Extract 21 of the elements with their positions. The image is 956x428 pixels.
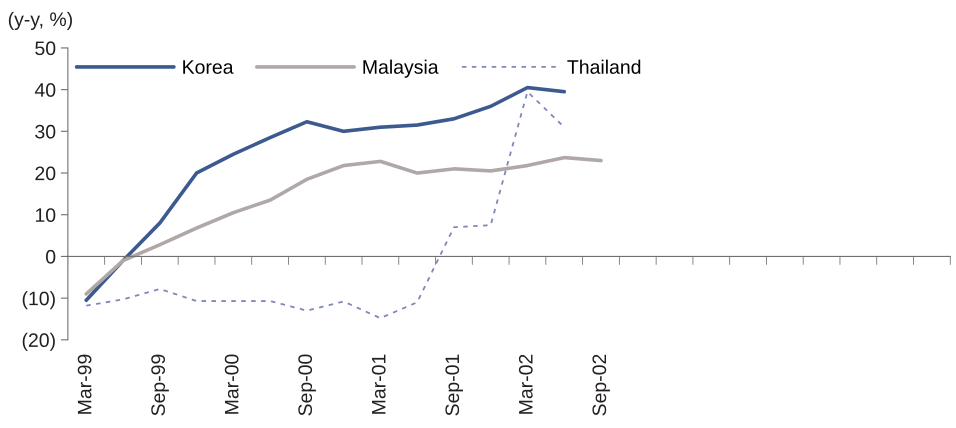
legend-label: Korea (183, 60, 234, 74)
line-series (84, 156, 603, 296)
x-tick-label: Sep-02 (592, 354, 610, 416)
legend-label: Malaysia (363, 60, 439, 78)
y-tick-label: 30 (35, 124, 56, 139)
x-tick-label: Mar-99 (78, 354, 92, 414)
x-tick-label: Mar-01 (372, 354, 386, 414)
x-tick-label: Sep-00 (298, 354, 316, 416)
x-tick-label: Sep-99 (151, 354, 169, 416)
y-tick-label: (10) (22, 291, 55, 310)
y-tick-label: 40 (34, 83, 56, 97)
y-tick-label: 10 (36, 208, 56, 222)
y-tick-label: 0 (46, 250, 56, 264)
y-tick-label: 50 (35, 41, 56, 56)
y-axis-title: (y-y, %) (8, 12, 72, 30)
legend-label: Thailand (567, 60, 640, 74)
y-tick-label: 20 (35, 166, 56, 180)
y-tick-label: (20) (22, 332, 55, 351)
x-tick-label: Sep-01 (445, 354, 463, 416)
x-tick-label: Mar-02 (518, 354, 533, 414)
x-tick-label: Mar-00 (224, 354, 239, 414)
